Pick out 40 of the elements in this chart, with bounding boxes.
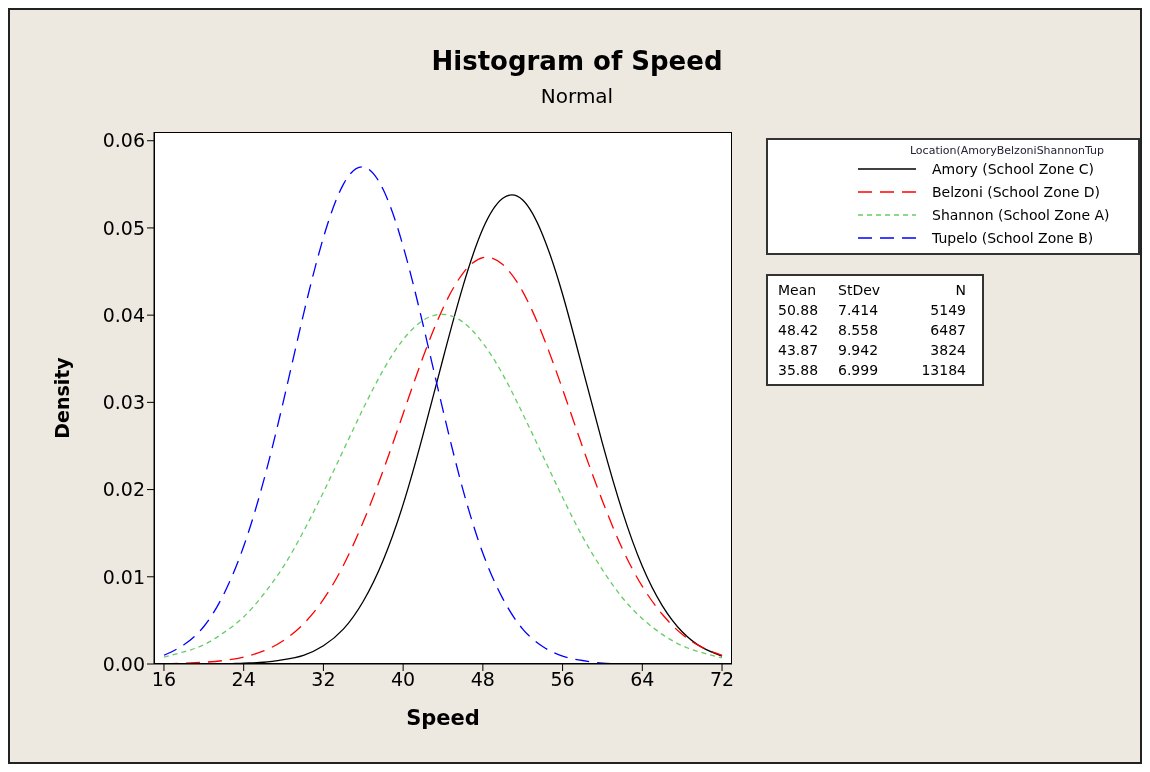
line-series xyxy=(163,313,723,659)
y-tick-label: 0.02 xyxy=(102,478,145,501)
y-tick-label: 0.00 xyxy=(102,652,145,675)
text: StDev xyxy=(838,282,882,298)
text: 5149 xyxy=(929,302,966,318)
text: 13184 xyxy=(920,362,966,378)
legend-label: Belzoni (School Zone D) xyxy=(932,183,1100,200)
text: 3824 xyxy=(929,342,966,358)
x-tick-label: 64 xyxy=(630,668,655,691)
chart-subtitle: Normal xyxy=(539,84,615,108)
text: 43.87 xyxy=(778,342,820,358)
y-tick-label: 0.04 xyxy=(102,303,145,326)
text: 6487 xyxy=(929,322,966,338)
y-tick-label: 0.06 xyxy=(102,129,145,152)
y-tick-label: 0.01 xyxy=(102,565,145,588)
legend-title: Location(AmoryBelzoniShannonTup xyxy=(908,144,1105,157)
chart-title: Histogram of Speed xyxy=(430,46,724,76)
text: 6.999 xyxy=(838,362,880,378)
x-axis-title: Speed xyxy=(405,706,481,730)
x-tick-label: 16 xyxy=(151,668,177,691)
legend-label: Amory (School Zone C) xyxy=(932,160,1094,177)
x-tick-label: 32 xyxy=(311,668,336,691)
x-tick-label: 24 xyxy=(231,668,256,691)
text: 8.558 xyxy=(838,322,880,338)
y-tick-label: 0.03 xyxy=(102,391,145,414)
x-tick-label: 72 xyxy=(709,668,735,691)
y-axis-title: Density xyxy=(51,357,73,439)
text: N xyxy=(954,282,966,298)
text: 9.942 xyxy=(838,342,880,358)
text: 35.88 xyxy=(778,362,820,378)
x-tick-label: 40 xyxy=(391,668,416,691)
x-tick-label: 48 xyxy=(470,668,495,691)
text: 50.88 xyxy=(778,302,820,318)
text: 7.414 xyxy=(838,302,880,318)
legend-label: Shannon (School Zone A) xyxy=(932,206,1110,223)
x-tick-label: 56 xyxy=(550,668,575,691)
y-tick-label: 0.05 xyxy=(102,216,145,239)
legend-label: Tupelo (School Zone B) xyxy=(932,229,1094,246)
text: 48.42 xyxy=(778,322,820,338)
text: Mean xyxy=(778,282,818,298)
